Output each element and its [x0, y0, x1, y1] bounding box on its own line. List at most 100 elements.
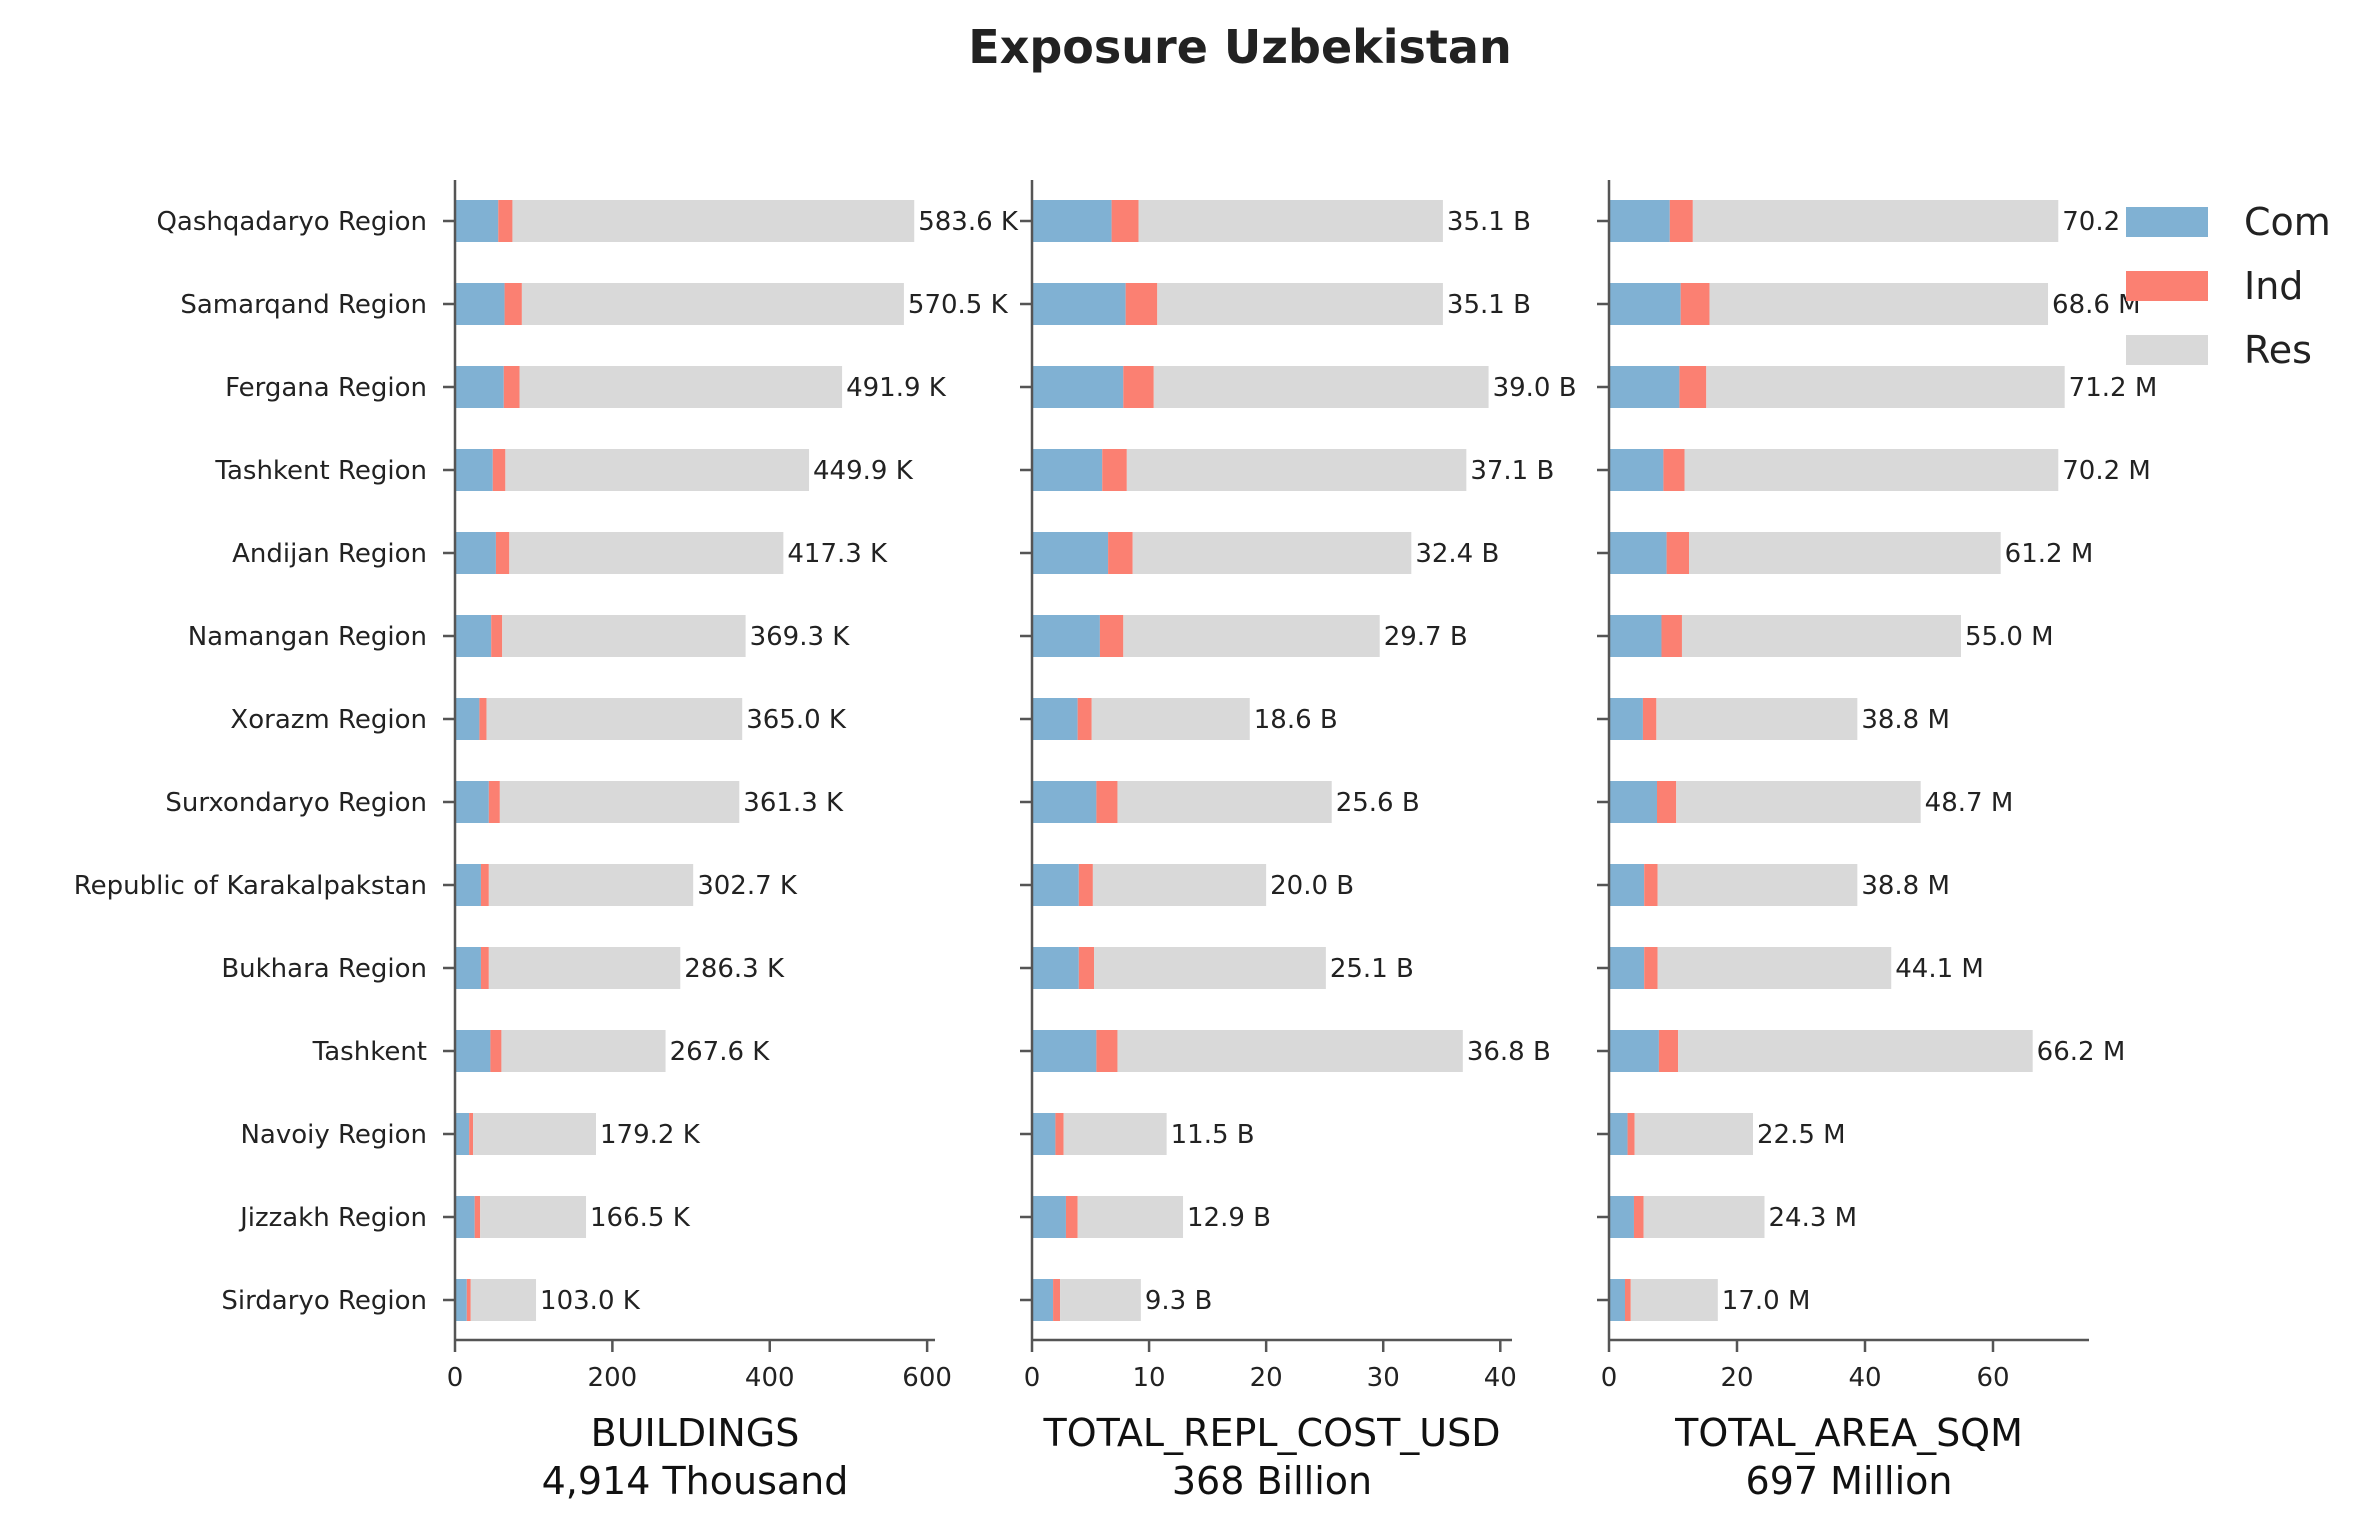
- data-label-samarqand-region: 570.5 K: [908, 290, 1009, 320]
- data-label-fergana-region: 491.9 K: [846, 373, 947, 403]
- bar-ind-navoiy-region: [1627, 1113, 1635, 1155]
- data-label-fergana-region: 39.0 B: [1493, 373, 1577, 403]
- data-label-xorazm-region: 365.0 K: [746, 705, 847, 735]
- bar-ind-andijan-region: [495, 532, 510, 574]
- bar-ind-tashkent-region: [492, 449, 506, 491]
- bar-res-tashkent: [501, 1030, 666, 1072]
- bar-res-surxondaryo-region: [499, 781, 740, 823]
- bar-ind-navoiy-region: [469, 1113, 474, 1155]
- data-label-qashqadaryo-region: 35.1 B: [1447, 207, 1531, 237]
- bar-ind-fergana-region: [1679, 366, 1707, 408]
- bar-ind-fergana-region: [1123, 366, 1154, 408]
- bar-com-navoiy-region: [1609, 1113, 1628, 1155]
- bar-ind-xorazm-region: [1642, 698, 1657, 740]
- legend-swatch-ind: [2126, 271, 2208, 301]
- data-label-jizzakh-region: 24.3 M: [1769, 1203, 1858, 1233]
- bar-com-surxondaryo-region: [1032, 781, 1097, 823]
- data-label-navoiy-region: 11.5 B: [1171, 1120, 1255, 1150]
- bar-res-surxondaryo-region: [1676, 781, 1921, 823]
- bar-com-sirdaryo-region: [1032, 1279, 1054, 1321]
- bar-ind-bukhara-region: [1078, 947, 1095, 989]
- bar-com-namangan-region: [455, 615, 492, 657]
- bar-com-sirdaryo-region: [455, 1279, 467, 1321]
- bar-ind-bukhara-region: [1644, 947, 1658, 989]
- bar-ind-samarqand-region: [1680, 283, 1710, 325]
- bar-com-qashqadaryo-region: [1609, 200, 1670, 242]
- bar-com-fergana-region: [1032, 366, 1124, 408]
- panel-buildings: 583.6 K Qashqadaryo Region 570.5 K Samarqan…: [74, 180, 1019, 1503]
- data-label-bukhara-region: 25.1 B: [1330, 954, 1414, 984]
- chart-title: Exposure Uzbekistan: [968, 20, 1511, 74]
- bar-res-qashqadaryo-region: [1692, 200, 2059, 242]
- bar-res-bukhara-region: [1657, 947, 1892, 989]
- bar-com-tashkent-region: [1032, 449, 1103, 491]
- data-label-republic-of-karakalpakstan: 302.7 K: [697, 871, 798, 901]
- category-label-xorazm-region: Xorazm Region: [230, 705, 427, 735]
- data-label-namangan-region: 55.0 M: [1965, 622, 2054, 652]
- legend-label-ind: Ind: [2244, 264, 2303, 308]
- data-label-navoiy-region: 179.2 K: [600, 1120, 701, 1150]
- bar-com-namangan-region: [1609, 615, 1662, 657]
- bar-com-xorazm-region: [455, 698, 480, 740]
- category-label-andijan-region: Andijan Region: [232, 539, 427, 569]
- data-label-navoiy-region: 22.5 M: [1757, 1120, 1846, 1150]
- data-label-andijan-region: 32.4 B: [1415, 539, 1499, 569]
- data-label-xorazm-region: 18.6 B: [1254, 705, 1338, 735]
- bar-com-qashqadaryo-region: [455, 200, 499, 242]
- bar-com-navoiy-region: [1032, 1113, 1056, 1155]
- bar-com-bukhara-region: [1609, 947, 1645, 989]
- bar-res-samarqand-region: [1157, 283, 1443, 325]
- bar-res-andijan-region: [1689, 532, 2001, 574]
- data-label-tashkent-region: 37.1 B: [1470, 456, 1554, 486]
- data-label-surxondaryo-region: 25.6 B: [1336, 788, 1420, 818]
- data-label-sirdaryo-region: 17.0 M: [1722, 1286, 1811, 1316]
- bar-res-samarqand-region: [1709, 283, 2049, 325]
- category-label-republic-of-karakalpakstan: Republic of Karakalpakstan: [74, 871, 427, 901]
- bar-com-tashkent-region: [1609, 449, 1664, 491]
- category-label-surxondaryo-region: Surxondaryo Region: [165, 788, 427, 818]
- bar-res-jizzakh-region: [1077, 1196, 1184, 1238]
- data-label-xorazm-region: 38.8 M: [1861, 705, 1950, 735]
- bar-res-fergana-region: [1706, 366, 2065, 408]
- legend-swatch-res: [2126, 335, 2208, 365]
- x-tick-label: 40: [1848, 1363, 1881, 1393]
- bar-res-andijan-region: [509, 532, 784, 574]
- data-label-andijan-region: 417.3 K: [787, 539, 888, 569]
- category-label-namangan-region: Namangan Region: [188, 622, 427, 652]
- x-axis-label: BUILDINGS: [591, 1411, 800, 1455]
- bar-ind-namangan-region: [491, 615, 503, 657]
- bar-com-samarqand-region: [1609, 283, 1681, 325]
- bar-com-andijan-region: [1609, 532, 1667, 574]
- bar-res-sirdaryo-region: [470, 1279, 537, 1321]
- bar-ind-republic-of-karakalpakstan: [1644, 864, 1658, 906]
- bar-ind-bukhara-region: [480, 947, 489, 989]
- data-label-tashkent-region: 449.9 K: [813, 456, 914, 486]
- data-label-namangan-region: 369.3 K: [750, 622, 851, 652]
- bar-res-sirdaryo-region: [1060, 1279, 1141, 1321]
- bar-ind-andijan-region: [1666, 532, 1689, 574]
- category-label-samarqand-region: Samarqand Region: [180, 290, 427, 320]
- data-label-surxondaryo-region: 48.7 M: [1925, 788, 2014, 818]
- bar-ind-tashkent: [490, 1030, 502, 1072]
- bar-res-republic-of-karakalpakstan: [1657, 864, 1858, 906]
- category-label-jizzakh-region: Jizzakh Region: [238, 1203, 427, 1233]
- category-label-qashqadaryo-region: Qashqadaryo Region: [156, 207, 427, 237]
- bar-ind-qashqadaryo-region: [1669, 200, 1693, 242]
- bar-ind-sirdaryo-region: [1625, 1279, 1631, 1321]
- x-tick-label: 30: [1367, 1363, 1400, 1393]
- bar-res-xorazm-region: [1091, 698, 1250, 740]
- category-label-fergana-region: Fergana Region: [225, 373, 427, 403]
- bar-res-jizzakh-region: [480, 1196, 587, 1238]
- bar-com-republic-of-karakalpakstan: [1609, 864, 1645, 906]
- bar-res-xorazm-region: [486, 698, 743, 740]
- chart-legend: Com Ind Res: [2126, 200, 2331, 372]
- bar-ind-namangan-region: [1099, 615, 1124, 657]
- bar-ind-tashkent-region: [1102, 449, 1127, 491]
- bar-ind-jizzakh-region: [474, 1196, 481, 1238]
- data-label-sirdaryo-region: 9.3 B: [1145, 1286, 1212, 1316]
- data-label-jizzakh-region: 166.5 K: [590, 1203, 691, 1233]
- category-label-bukhara-region: Bukhara Region: [221, 954, 427, 984]
- bar-res-namangan-region: [1681, 615, 1961, 657]
- bar-com-samarqand-region: [455, 283, 505, 325]
- data-label-jizzakh-region: 12.9 B: [1187, 1203, 1271, 1233]
